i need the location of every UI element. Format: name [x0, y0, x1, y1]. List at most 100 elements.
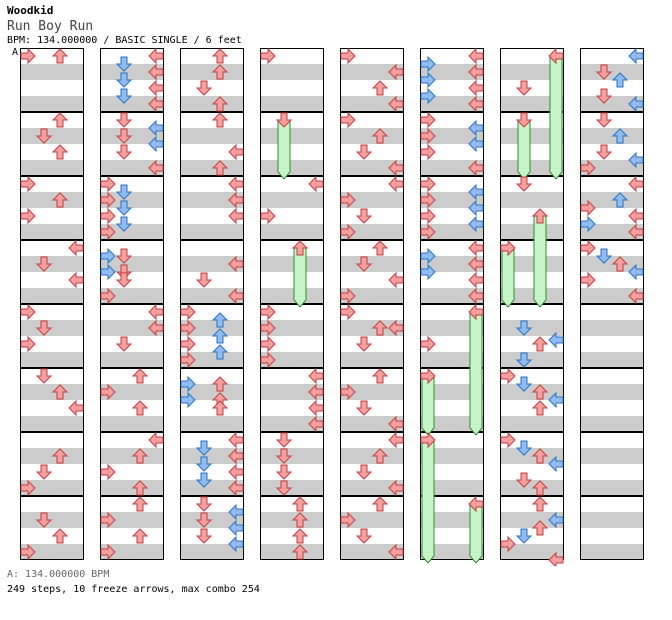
measure-stripe — [20, 544, 84, 560]
measure-stripe — [340, 288, 404, 304]
down-arrow-note — [195, 496, 213, 512]
measure-border — [580, 496, 644, 560]
left-arrow-note — [20, 335, 36, 353]
measure-stripe — [180, 448, 244, 464]
up-arrow-note — [291, 544, 309, 560]
left-arrow-note — [100, 511, 116, 529]
measure-stripe — [500, 192, 564, 208]
left-arrow-note — [100, 463, 116, 481]
right-arrow-note — [388, 431, 404, 449]
left-arrow-note — [20, 47, 36, 65]
down-arrow-note — [275, 432, 293, 448]
left-arrow-note — [580, 271, 596, 289]
right-arrow-note — [468, 159, 484, 177]
left-arrow-note — [580, 199, 596, 217]
measure-stripe — [340, 512, 404, 528]
measure-border — [420, 432, 484, 496]
artist-name: Woodkid — [7, 4, 54, 17]
measure-stripe — [500, 320, 564, 336]
measure-stripe — [420, 160, 484, 176]
measure-stripe — [20, 288, 84, 304]
measure-stripe — [580, 480, 644, 496]
measure-stripe — [500, 96, 564, 112]
left-arrow-note — [580, 215, 596, 233]
measure-stripe — [260, 320, 324, 336]
right-arrow-note — [228, 535, 244, 553]
measure-border — [260, 432, 324, 496]
up-arrow-note — [371, 448, 389, 464]
up-arrow-note — [211, 400, 229, 416]
measure-stripe — [180, 320, 244, 336]
left-arrow-note — [260, 207, 276, 225]
measure-stripe — [420, 128, 484, 144]
measure-border — [580, 112, 644, 176]
measure-stripe — [340, 224, 404, 240]
down-arrow-note — [515, 528, 533, 544]
left-arrow-note — [180, 303, 196, 321]
measure-stripe — [20, 448, 84, 464]
left-arrow-note — [20, 479, 36, 497]
up-arrow-note — [211, 64, 229, 80]
bpm-marker: A — [12, 47, 19, 58]
left-arrow-note — [100, 263, 116, 281]
left-arrow-note — [420, 111, 436, 129]
measure-border — [500, 176, 564, 240]
freeze-arrow — [469, 503, 483, 564]
left-arrow-note — [260, 319, 276, 337]
right-arrow-note — [468, 135, 484, 153]
down-arrow-note — [115, 56, 133, 72]
measure-stripe — [580, 352, 644, 368]
down-arrow-note — [115, 248, 133, 264]
right-arrow-note — [228, 463, 244, 481]
freeze-head-arrow — [291, 240, 309, 256]
chart-info: BPM: 134.000000 / BASIC SINGLE / 6 feet — [7, 35, 242, 46]
left-arrow-note — [420, 263, 436, 281]
right-arrow-note — [228, 503, 244, 521]
down-arrow-note — [115, 184, 133, 200]
measure-stripe — [180, 192, 244, 208]
left-arrow-note — [20, 175, 36, 193]
measure-border — [20, 176, 84, 240]
down-arrow-note — [595, 64, 613, 80]
measure-stripe — [180, 384, 244, 400]
left-arrow-note — [100, 175, 116, 193]
right-arrow-note — [468, 271, 484, 289]
measure-stripe — [20, 320, 84, 336]
right-arrow-note — [148, 79, 164, 97]
left-arrow-note — [100, 287, 116, 305]
right-arrow-note — [148, 159, 164, 177]
measure-border — [340, 112, 404, 176]
measure-stripe — [260, 384, 324, 400]
down-arrow-note — [195, 512, 213, 528]
right-arrow-note — [468, 255, 484, 273]
measure-stripe — [420, 192, 484, 208]
down-arrow-note — [355, 400, 373, 416]
left-arrow-note — [100, 247, 116, 265]
measure-stripe — [20, 480, 84, 496]
measure-border — [100, 48, 164, 112]
freeze-arrow — [517, 119, 531, 180]
measure-border — [340, 240, 404, 304]
down-arrow-note — [595, 88, 613, 104]
measure-stripe — [100, 288, 164, 304]
down-arrow-note — [595, 144, 613, 160]
right-arrow-note — [628, 263, 644, 281]
left-arrow-note — [20, 207, 36, 225]
measure-stripe — [420, 352, 484, 368]
down-arrow-note — [275, 480, 293, 496]
measure-stripe — [20, 416, 84, 432]
freeze-head-arrow — [420, 431, 436, 449]
measure-stripe — [500, 288, 564, 304]
left-arrow-note — [260, 303, 276, 321]
up-arrow-note — [131, 480, 149, 496]
left-arrow-note — [420, 127, 436, 145]
right-arrow-note — [148, 431, 164, 449]
measure-stripe — [340, 416, 404, 432]
right-arrow-note — [228, 479, 244, 497]
left-arrow-note — [100, 223, 116, 241]
left-arrow-note — [420, 247, 436, 265]
measure-stripe — [180, 256, 244, 272]
measure-stripe — [180, 288, 244, 304]
left-arrow-note — [340, 47, 356, 65]
measure-stripe — [100, 352, 164, 368]
